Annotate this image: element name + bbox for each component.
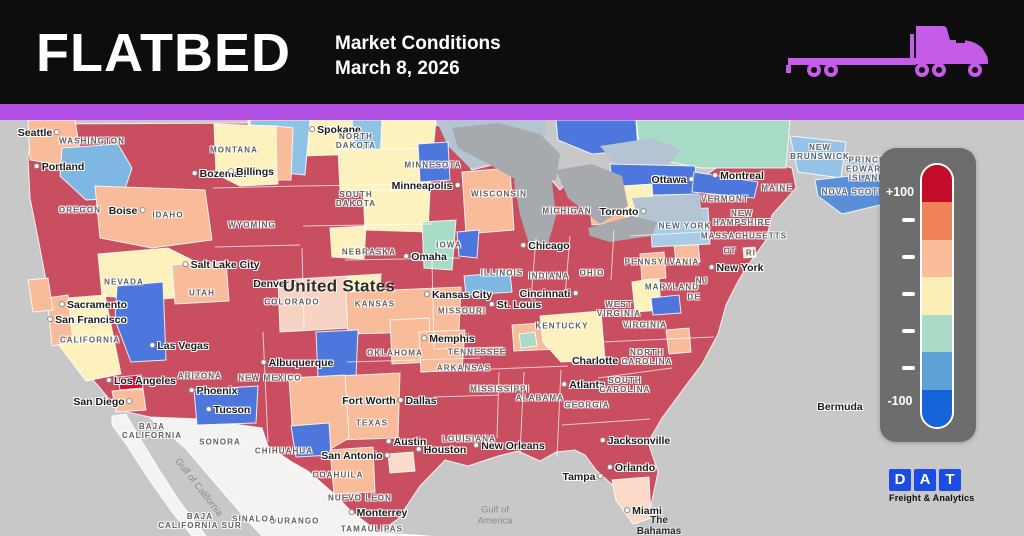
state-border-5 xyxy=(530,237,537,301)
state-border-10 xyxy=(597,367,673,379)
region-nebraska-west-yellow[interactable] xyxy=(329,225,367,260)
map-svg xyxy=(27,120,893,536)
flatbed-truck-icon xyxy=(786,25,988,77)
state-border-14 xyxy=(212,185,301,189)
legend-color-3 xyxy=(922,277,952,315)
region-new-brunswick-blue[interactable] xyxy=(789,135,847,179)
accent-bar xyxy=(0,104,1024,120)
state-border-11 xyxy=(433,346,504,350)
region-texas-cream[interactable] xyxy=(387,451,416,474)
region-kentucky-yellow[interactable] xyxy=(539,310,606,363)
region-minnesota-blue[interactable] xyxy=(417,141,451,183)
dat-logo-letter-t: T xyxy=(939,469,961,491)
region-nova-scotia-blue[interactable] xyxy=(814,171,893,215)
state-border-8 xyxy=(629,231,701,237)
state-border-4 xyxy=(346,357,481,363)
region-san-antonio-peach[interactable] xyxy=(329,446,376,495)
state-border-17 xyxy=(301,247,305,329)
region-west-tennessee-peach[interactable] xyxy=(418,329,466,373)
dat-logo-tagline: Freight & Analytics xyxy=(889,493,975,503)
state-border-0 xyxy=(419,365,569,373)
state-border-7 xyxy=(610,229,615,281)
report-date: March 8, 2026 xyxy=(335,58,460,79)
legend-tick-2 xyxy=(902,292,915,296)
state-border-9 xyxy=(601,336,715,343)
region-tucson-blue[interactable] xyxy=(193,385,259,426)
state-border-3 xyxy=(561,418,651,426)
region-south-florida-peach[interactable] xyxy=(611,476,652,525)
region-norfolk-peach[interactable] xyxy=(665,327,692,355)
legend-tick-3 xyxy=(902,329,915,333)
state-border-1 xyxy=(519,371,525,455)
state-border-2 xyxy=(556,369,562,458)
dat-logo-letter-d: D xyxy=(889,469,911,491)
region-las-vegas-blue[interactable] xyxy=(114,281,167,363)
region-dc-blue[interactable] xyxy=(650,294,682,316)
state-border-12 xyxy=(433,394,500,398)
region-st-lawrence-blue[interactable] xyxy=(691,171,759,199)
legend-max-label: +100 xyxy=(885,185,915,199)
state-border-19 xyxy=(302,223,433,227)
region-baja-california[interactable] xyxy=(111,413,207,536)
state-border-15 xyxy=(214,244,301,248)
legend-color-6 xyxy=(922,389,952,427)
state-border-20 xyxy=(344,257,461,261)
region-idaho-peach[interactable] xyxy=(94,185,213,249)
legend-color-4 xyxy=(922,314,952,353)
legend-tick-4 xyxy=(902,366,915,370)
header: FLATBED Market Conditions March 8, 2026 xyxy=(0,0,1024,104)
legend-min-label: -100 xyxy=(887,394,913,408)
region-big-bend-blue[interactable] xyxy=(290,422,332,458)
state-border-6 xyxy=(564,235,571,298)
region-south-dakota-east-yellow[interactable] xyxy=(362,189,431,233)
region-central-pa-peach[interactable] xyxy=(639,251,667,281)
legend-color-scale xyxy=(920,163,954,429)
legend-tick-0 xyxy=(902,218,915,222)
state-border-13 xyxy=(496,371,500,439)
region-utah-peach[interactable] xyxy=(171,260,230,305)
report-type: Market Conditions xyxy=(335,33,501,54)
truck-shapes xyxy=(786,25,988,77)
region-new-mexico-nw-blue[interactable] xyxy=(315,329,359,379)
region-lake-ontario[interactable] xyxy=(632,194,702,224)
region-san-diego-peach[interactable] xyxy=(111,388,147,413)
region-mendocino-peach[interactable] xyxy=(27,277,54,313)
state-border-18 xyxy=(299,183,431,187)
state-border-16 xyxy=(262,331,269,443)
map-canvas[interactable]: Seattle Spokane Portland Boise Bozeman Billin… xyxy=(0,120,1024,536)
region-montana-east-yellow[interactable] xyxy=(213,123,279,187)
legend-color-2 xyxy=(922,239,952,278)
region-los-angeles-crimson[interactable] xyxy=(117,374,144,391)
region-iowa-east-blue[interactable] xyxy=(456,229,480,259)
region-colorado-pink[interactable] xyxy=(277,275,351,333)
legend-panel: +100 -100 xyxy=(880,148,976,442)
region-lake-michigan[interactable] xyxy=(514,164,556,247)
region-kentucky-mint[interactable] xyxy=(518,331,538,349)
region-central-illinois-blue[interactable] xyxy=(463,271,513,296)
region-rhode-island-yellow[interactable] xyxy=(742,246,757,259)
legend-tick-1 xyxy=(902,255,915,259)
region-montana-peach[interactable] xyxy=(275,125,294,181)
dat-logo-letter-a: A xyxy=(914,469,936,491)
region-pei-blue[interactable] xyxy=(845,157,877,172)
legend-color-5 xyxy=(922,352,952,390)
legend-color-1 xyxy=(922,202,952,240)
region-wisconsin-peach[interactable] xyxy=(461,167,515,235)
state-border-21 xyxy=(431,259,435,349)
region-lake-huron[interactable] xyxy=(556,164,628,224)
brand-title: FLATBED xyxy=(36,23,291,83)
legend-color-0 xyxy=(922,165,952,203)
report-subtitle: Market Conditions March 8, 2026 xyxy=(335,31,501,81)
region-iowa-mint[interactable] xyxy=(421,219,457,271)
region-san-francisco-peach[interactable] xyxy=(46,294,74,347)
